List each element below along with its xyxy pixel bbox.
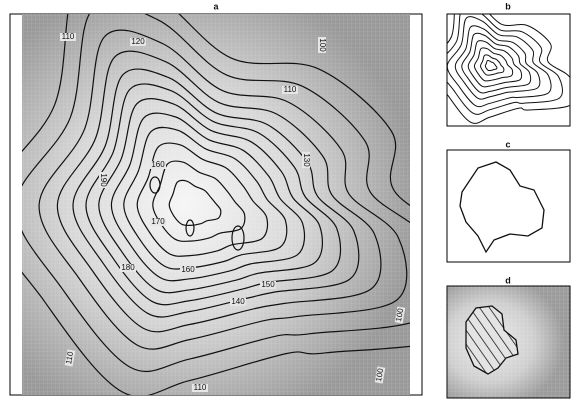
contour-line [38,29,408,350]
contour-label: 100 [394,307,405,322]
contours-b [447,14,570,124]
contour-label: 110 [194,383,207,392]
label-bg [394,306,406,324]
contour-line [484,59,498,72]
contour-label: 100 [318,38,327,52]
contour-line [22,14,410,372]
label-bg [60,33,76,41]
panel-label: a [213,1,219,11]
panel-label: c [505,139,510,149]
contours-a [22,14,410,395]
contour-line [136,142,269,257]
contour-line [447,14,563,115]
contour-label: 190 [99,173,108,187]
hatched-region [465,305,519,375]
contour-label: 130 [302,153,311,167]
contour-line [110,112,306,282]
contour-line [185,219,195,237]
label-bg [120,264,136,272]
contour-label: 110 [62,32,75,41]
contour-line [72,68,360,318]
label-bg [192,384,208,392]
label-bg [374,366,386,384]
contour-line [56,50,382,333]
contour-label: 160 [151,160,165,169]
contour-line [454,25,541,100]
panel-c-frame [446,149,571,263]
panel-b-frame [446,13,571,127]
contour-line [473,47,514,82]
contour-label: 110 [284,85,297,94]
label-bg [302,152,310,168]
contour-line [98,98,323,294]
label-bg [130,38,146,46]
contour-line [447,16,552,108]
contour-line [152,160,246,242]
contour-line [149,176,161,194]
label-bg [99,172,107,188]
label-bg [318,37,326,53]
contour-line [22,14,410,395]
contour-label: 100 [374,367,385,382]
contour-line [479,54,505,76]
label-bg [260,281,276,289]
contour-line [461,32,532,94]
contour-line [467,40,523,88]
label-bg [64,349,76,367]
label-bg [150,218,166,226]
contour-label: 140 [231,297,245,306]
contour-label: 160 [181,265,195,274]
label-bg [282,86,298,94]
contour-line [85,83,342,306]
label-bg [150,161,166,169]
contour-label: 180 [121,263,135,272]
contour-labels: 110 120 100 110 130 160 190 170 180 160 150 140 100 1… [60,32,406,392]
contour-label: 110 [64,350,75,365]
contour-label: 170 [151,217,165,226]
contour-label: 150 [261,280,275,289]
panel-label: b [505,1,511,11]
panel-label: d [505,275,511,285]
contour-line [123,126,288,270]
contour-line [168,179,222,227]
outline [459,161,545,254]
label-bg [230,298,246,306]
contour-line [231,225,245,251]
label-bg [180,266,196,274]
contour-line [447,14,570,124]
contour-label: 120 [131,37,145,46]
